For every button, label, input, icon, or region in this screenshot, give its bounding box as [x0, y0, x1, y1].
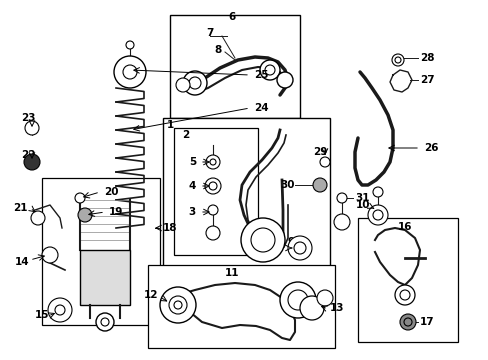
Text: 20: 20	[104, 187, 118, 197]
Circle shape	[293, 242, 305, 254]
Circle shape	[160, 287, 196, 323]
Text: 31: 31	[354, 193, 369, 203]
Text: 6: 6	[228, 12, 235, 22]
Circle shape	[276, 72, 292, 88]
Circle shape	[372, 210, 382, 220]
Circle shape	[391, 54, 403, 66]
Circle shape	[319, 157, 329, 167]
Circle shape	[260, 60, 280, 80]
Text: 24: 24	[253, 103, 268, 113]
Text: 18: 18	[163, 223, 177, 233]
Text: 7: 7	[206, 28, 213, 38]
Circle shape	[403, 318, 411, 326]
Bar	[170, 15, 299, 118]
Circle shape	[264, 65, 274, 75]
Text: 15: 15	[35, 310, 49, 320]
Circle shape	[394, 285, 414, 305]
Text: 10: 10	[355, 200, 369, 210]
Circle shape	[299, 296, 324, 320]
Circle shape	[25, 121, 39, 135]
Text: 23: 23	[20, 113, 35, 123]
Circle shape	[250, 228, 274, 252]
Bar	[80, 250, 130, 305]
Text: 28: 28	[419, 53, 434, 63]
Text: 11: 11	[224, 268, 239, 278]
Circle shape	[333, 214, 349, 230]
Text: 22: 22	[20, 150, 35, 160]
Text: 12: 12	[143, 290, 158, 300]
Circle shape	[205, 155, 220, 169]
Circle shape	[174, 301, 182, 309]
Circle shape	[123, 65, 137, 79]
Text: 14: 14	[15, 257, 29, 267]
Circle shape	[114, 56, 146, 88]
Circle shape	[176, 78, 190, 92]
Circle shape	[372, 187, 382, 197]
Circle shape	[42, 247, 58, 263]
Circle shape	[336, 193, 346, 203]
Circle shape	[48, 298, 72, 322]
Text: 30: 30	[280, 180, 294, 190]
Circle shape	[75, 193, 85, 203]
Text: 4: 4	[188, 181, 196, 191]
Circle shape	[316, 290, 332, 306]
Text: 3: 3	[188, 207, 196, 217]
Circle shape	[399, 290, 409, 300]
Text: 5: 5	[188, 157, 196, 167]
Text: 21: 21	[13, 203, 27, 213]
Text: 26: 26	[423, 143, 438, 153]
Text: 19: 19	[109, 207, 123, 217]
Text: 27: 27	[419, 75, 434, 85]
Text: 25: 25	[253, 70, 268, 80]
Circle shape	[96, 313, 114, 331]
Circle shape	[189, 77, 201, 89]
Text: 13: 13	[329, 303, 344, 313]
Text: 1: 1	[167, 120, 174, 130]
Text: 16: 16	[397, 222, 412, 232]
Circle shape	[126, 41, 134, 49]
Circle shape	[205, 226, 220, 240]
Circle shape	[287, 290, 307, 310]
Text: 29: 29	[312, 147, 326, 157]
Circle shape	[287, 236, 311, 260]
Circle shape	[399, 314, 415, 330]
Bar	[357, 218, 457, 342]
Circle shape	[367, 205, 387, 225]
Circle shape	[183, 71, 206, 95]
Circle shape	[169, 296, 186, 314]
Circle shape	[55, 305, 65, 315]
Circle shape	[24, 154, 40, 170]
Text: 8: 8	[214, 45, 221, 55]
Bar	[148, 265, 334, 348]
Circle shape	[78, 208, 92, 222]
Text: 2: 2	[182, 130, 189, 140]
Circle shape	[394, 57, 400, 63]
Circle shape	[312, 178, 326, 192]
Bar	[163, 118, 329, 270]
Circle shape	[207, 205, 218, 215]
Bar	[42, 178, 160, 325]
Text: 17: 17	[419, 317, 434, 327]
Circle shape	[209, 159, 216, 165]
Circle shape	[208, 182, 217, 190]
Text: 9: 9	[287, 237, 294, 247]
Circle shape	[204, 178, 221, 194]
Circle shape	[241, 218, 285, 262]
Circle shape	[31, 211, 45, 225]
Bar	[174, 128, 258, 255]
Circle shape	[101, 318, 109, 326]
Circle shape	[280, 282, 315, 318]
